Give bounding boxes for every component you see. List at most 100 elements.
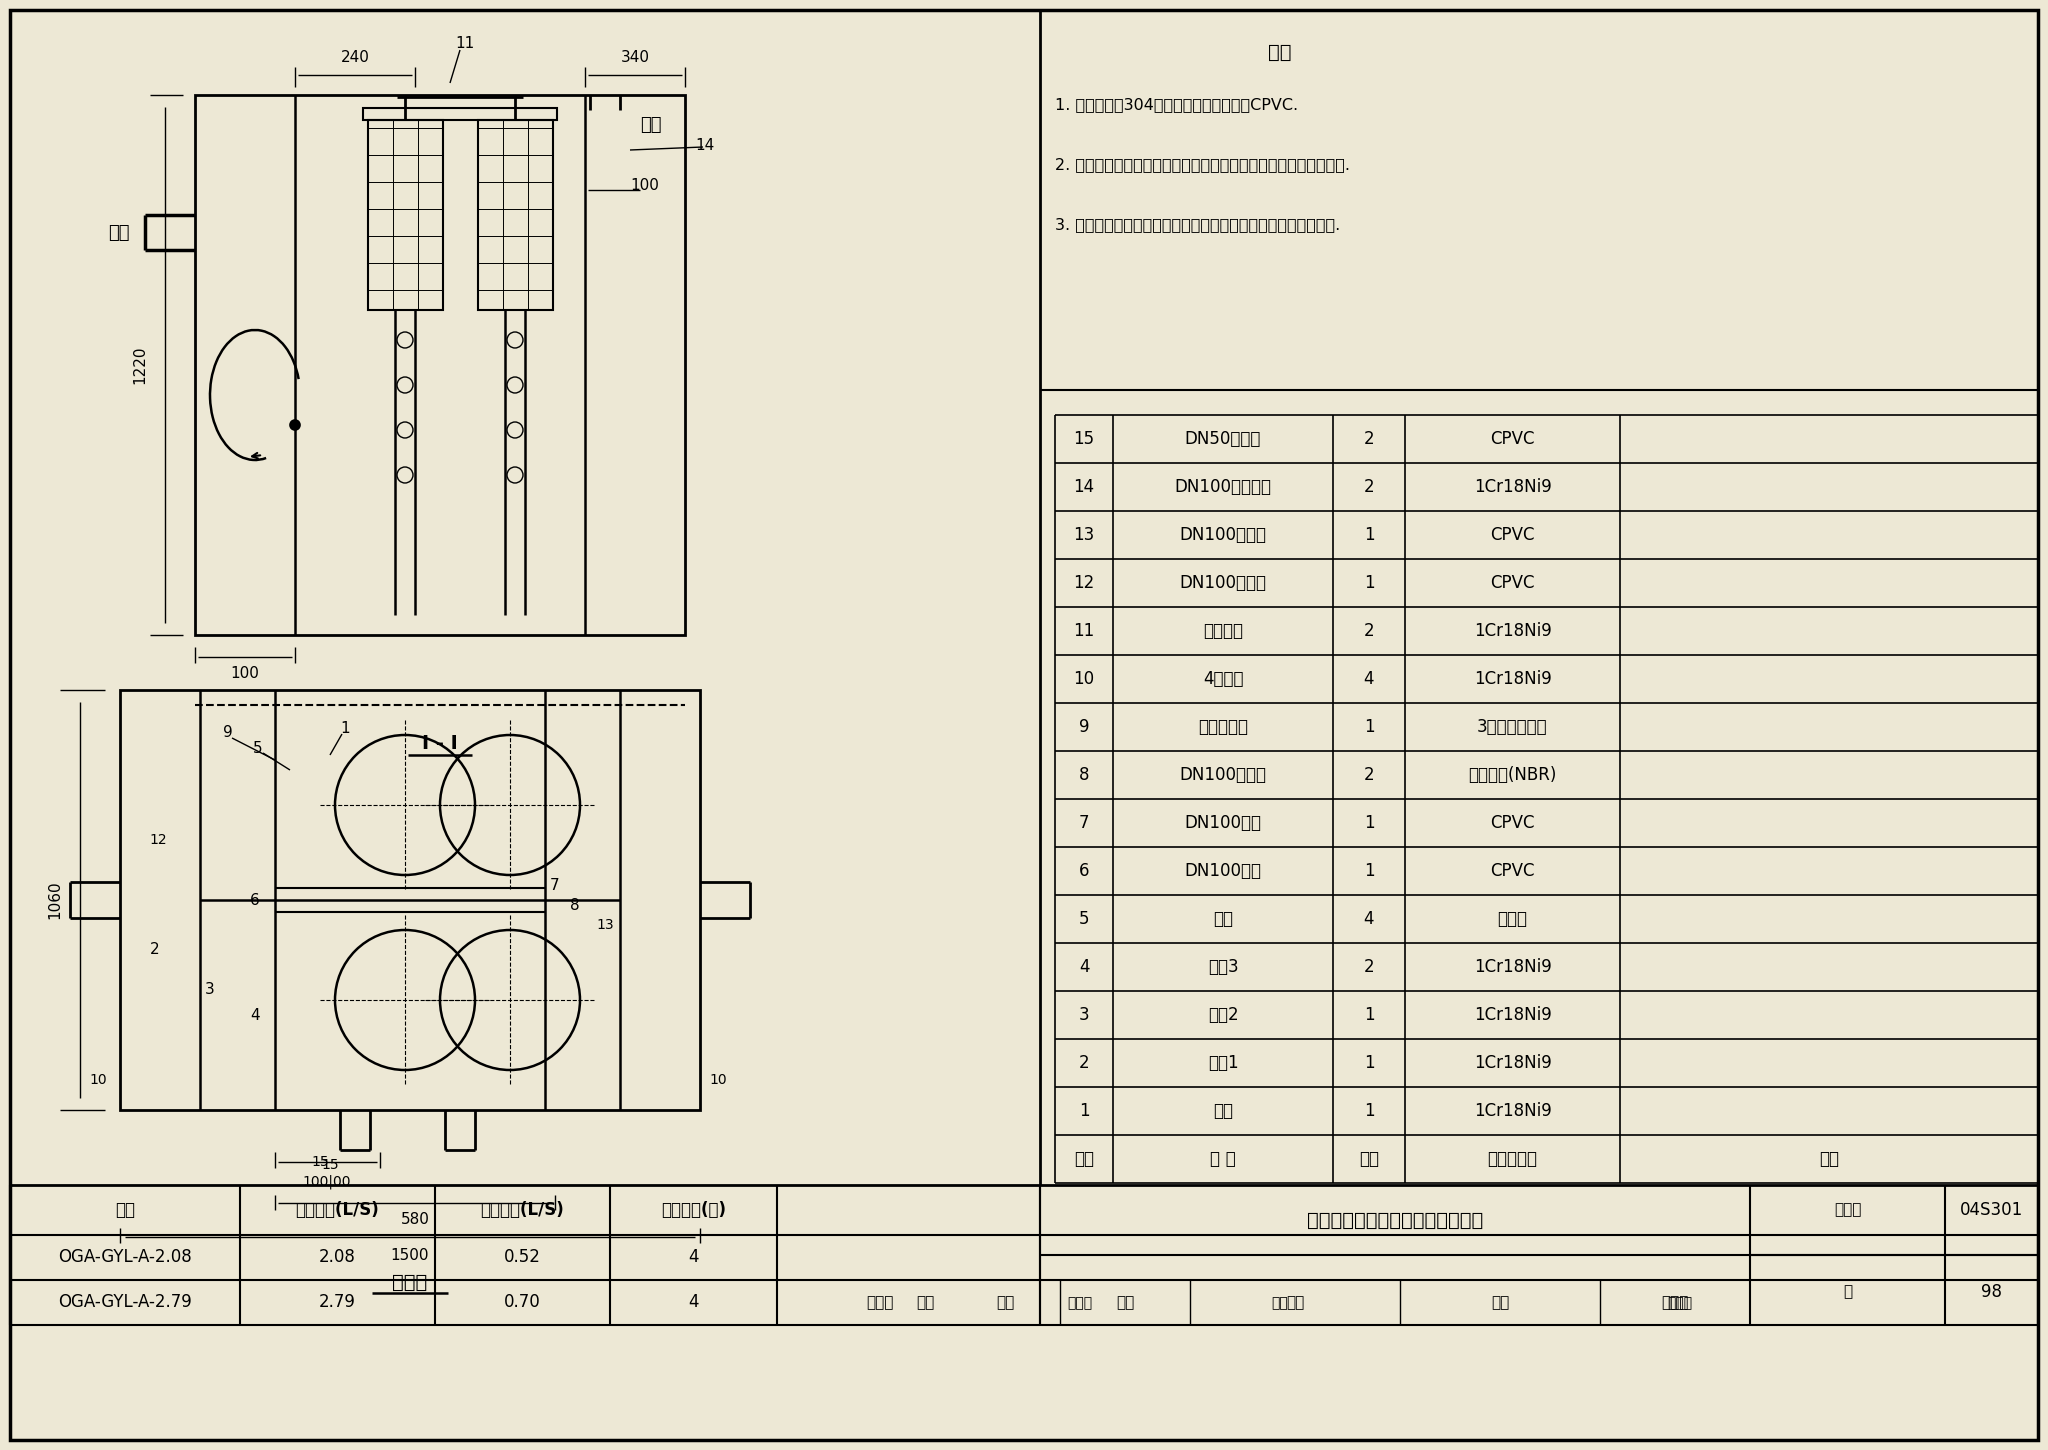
Text: 12: 12	[1073, 574, 1094, 592]
Text: 出水: 出水	[639, 116, 662, 133]
Text: 李云贺: 李云贺	[1667, 1296, 1692, 1309]
Text: 1: 1	[1364, 861, 1374, 880]
Text: 15: 15	[1073, 431, 1094, 448]
Text: DN100密封圈: DN100密封圈	[1180, 766, 1266, 784]
Text: 11: 11	[1073, 622, 1094, 639]
Text: 隔板1: 隔板1	[1208, 1054, 1239, 1072]
Text: 4: 4	[1079, 958, 1090, 976]
Text: 组合件: 组合件	[1497, 911, 1528, 928]
Text: 7: 7	[1079, 813, 1090, 832]
Text: 滤芯数量(个): 滤芯数量(个)	[662, 1201, 725, 1219]
Text: 1060: 1060	[47, 880, 63, 919]
Text: 3: 3	[205, 983, 215, 998]
Text: CPVC: CPVC	[1491, 526, 1534, 544]
Text: 盖板支撑架: 盖板支撑架	[1198, 718, 1247, 737]
Text: 0.52: 0.52	[504, 1248, 541, 1266]
Text: 图集号: 图集号	[1833, 1202, 1862, 1218]
Bar	[195, 96, 684, 635]
Text: 进水: 进水	[109, 223, 129, 242]
Text: 2: 2	[1079, 1054, 1090, 1072]
Text: DN100进水管: DN100进水管	[1180, 574, 1266, 592]
Text: 4: 4	[688, 1248, 698, 1266]
Text: DN100密封圈座: DN100密封圈座	[1174, 478, 1272, 496]
Text: 箱体: 箱体	[1212, 1102, 1233, 1119]
Circle shape	[291, 420, 299, 431]
Text: 冯旭东: 冯旭东	[866, 1295, 893, 1311]
Text: 1Cr18Ni9: 1Cr18Ni9	[1475, 1006, 1552, 1024]
Text: 徐琴: 徐琴	[1116, 1295, 1135, 1311]
Text: 9: 9	[1079, 718, 1090, 737]
Text: 1Cr18Ni9: 1Cr18Ni9	[1475, 1054, 1552, 1072]
Text: 10: 10	[1073, 670, 1094, 687]
Text: 100: 100	[631, 177, 659, 193]
Text: 李云贺: 李云贺	[1661, 1295, 1690, 1311]
Text: 10: 10	[709, 1073, 727, 1088]
Text: 型号: 型号	[115, 1201, 135, 1219]
Text: 5: 5	[254, 741, 262, 755]
Text: DN100四通: DN100四通	[1184, 813, 1262, 832]
Text: DN50放空阀: DN50放空阀	[1186, 431, 1262, 448]
Text: 备注: 备注	[1819, 1150, 1839, 1169]
Text: 1: 1	[1364, 1054, 1374, 1072]
Text: 1Cr18Ni9: 1Cr18Ni9	[1475, 958, 1552, 976]
Text: 9: 9	[223, 725, 233, 740]
Bar	[369, 120, 442, 310]
Text: OGA-GYL-A-2.79: OGA-GYL-A-2.79	[57, 1293, 193, 1311]
Text: 8: 8	[1079, 766, 1090, 784]
Text: 5: 5	[1079, 911, 1090, 928]
Text: CPVC: CPVC	[1491, 431, 1534, 448]
Text: 6: 6	[1079, 861, 1090, 880]
Text: 1: 1	[1079, 1102, 1090, 1119]
Text: 2: 2	[1364, 766, 1374, 784]
Bar	[362, 107, 557, 120]
Text: 1Cr18Ni9: 1Cr18Ni9	[1475, 1102, 1552, 1119]
Text: 15: 15	[311, 1156, 330, 1169]
Text: 校对: 校对	[995, 1295, 1014, 1311]
Text: 材料或规格: 材料或规格	[1487, 1150, 1538, 1169]
Text: 4: 4	[1364, 911, 1374, 928]
Text: 14: 14	[696, 138, 715, 152]
Text: 徐琴: 徐琴	[1272, 1296, 1288, 1309]
Text: 设计: 设计	[1491, 1295, 1509, 1311]
Text: 13: 13	[596, 918, 614, 932]
Text: 4: 4	[250, 1008, 260, 1022]
Text: 100|00: 100|00	[303, 1174, 352, 1189]
Text: 1Cr18Ni9: 1Cr18Ni9	[1475, 622, 1552, 639]
Text: 340: 340	[621, 49, 649, 64]
Bar	[121, 690, 700, 1111]
Text: 箱体盖板: 箱体盖板	[1202, 622, 1243, 639]
Text: 1220: 1220	[133, 345, 147, 384]
Text: 1: 1	[1364, 1006, 1374, 1024]
Text: 2: 2	[1364, 622, 1374, 639]
Text: CPVC: CPVC	[1491, 861, 1534, 880]
Text: 2: 2	[150, 942, 160, 957]
Text: 12: 12	[150, 832, 166, 847]
Text: 平面图: 平面图	[393, 1273, 428, 1292]
Text: 1. 箱体材料为304不锈钢板，管道材质为CPVC.: 1. 箱体材料为304不锈钢板，管道材质为CPVC.	[1055, 97, 1298, 113]
Text: 8: 8	[569, 898, 580, 912]
Text: 1Cr18Ni9: 1Cr18Ni9	[1475, 670, 1552, 687]
Text: 1: 1	[1364, 574, 1374, 592]
Text: 0.70: 0.70	[504, 1293, 541, 1311]
Text: I - I: I - I	[422, 734, 459, 753]
Text: 2: 2	[1364, 958, 1374, 976]
Text: 1: 1	[340, 721, 350, 735]
Text: 1: 1	[1364, 813, 1374, 832]
Text: CPVC: CPVC	[1491, 574, 1534, 592]
Text: 10: 10	[90, 1073, 106, 1088]
Text: 1: 1	[1364, 1102, 1374, 1119]
Text: 11: 11	[455, 35, 475, 51]
Text: 排水流量(L/S): 排水流量(L/S)	[295, 1201, 379, 1219]
Text: 地上式带滤芯隔油器构造图（四）: 地上式带滤芯隔油器构造图（四）	[1307, 1211, 1483, 1230]
Text: 580: 580	[401, 1212, 430, 1228]
Text: 100: 100	[231, 666, 260, 680]
Text: 4: 4	[1364, 670, 1374, 687]
Text: 15: 15	[322, 1159, 338, 1172]
Text: 滤芯流量(L/S): 滤芯流量(L/S)	[481, 1201, 565, 1219]
Text: 240: 240	[340, 49, 369, 64]
Text: 冯旭东: 冯旭东	[1067, 1296, 1092, 1309]
Text: 丁氟橡胶(NBR): 丁氟橡胶(NBR)	[1468, 766, 1556, 784]
Text: 序号: 序号	[1073, 1150, 1094, 1169]
Text: 2.08: 2.08	[319, 1248, 356, 1266]
Text: 滤芯: 滤芯	[1212, 911, 1233, 928]
